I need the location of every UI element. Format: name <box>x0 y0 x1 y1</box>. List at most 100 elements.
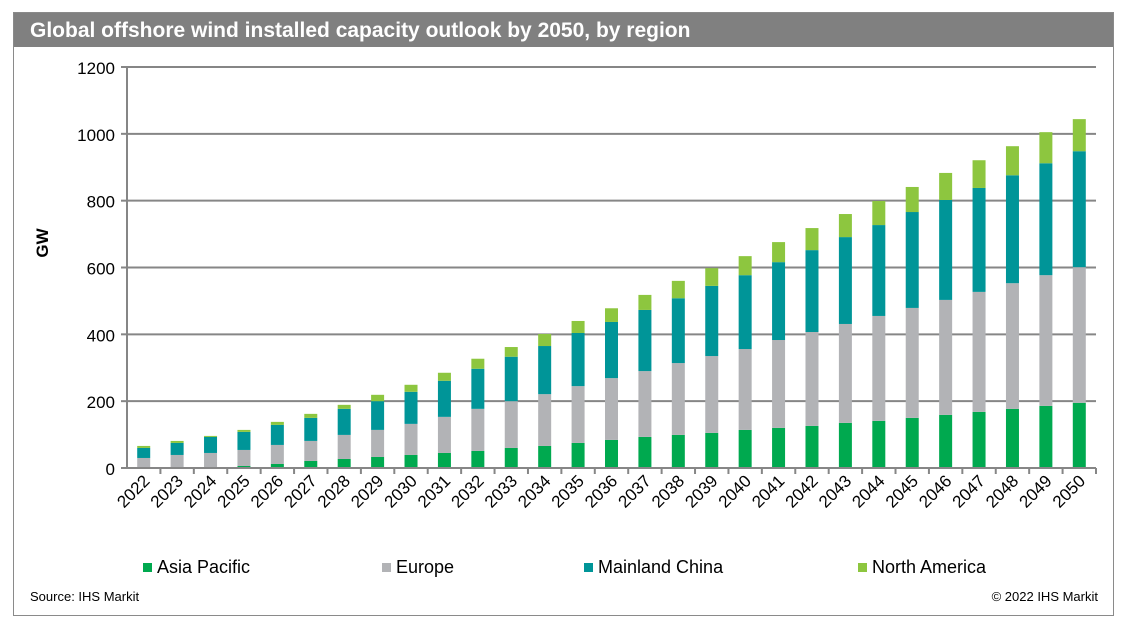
bar-asia-pacific-2036 <box>605 439 618 468</box>
bar-mainland-china-2039 <box>705 285 719 357</box>
x-tick-label: 2048 <box>982 471 1022 511</box>
bar-asia-pacific-2049 <box>1039 405 1053 468</box>
x-tick-label: 2026 <box>247 471 287 511</box>
bar-europe-2038 <box>671 363 685 435</box>
bar-north-america-2029 <box>371 394 385 402</box>
bar-europe-2044 <box>872 315 886 421</box>
bar-north-america-2036 <box>605 308 618 322</box>
legend-item-europe: Europe <box>382 557 454 578</box>
bar-asia-pacific-2043 <box>838 422 852 468</box>
x-tick-label: 2041 <box>748 471 788 511</box>
bar-mainland-china-2027 <box>304 417 318 441</box>
bar-europe-2035 <box>571 386 585 443</box>
bar-north-america-2037 <box>638 294 652 310</box>
bar-mainland-china-2038 <box>671 298 685 364</box>
chart-frame <box>13 12 1114 616</box>
legend-item-north-america: North America <box>858 557 986 578</box>
bar-north-america-2028 <box>337 404 351 409</box>
bar-asia-pacific-2040 <box>738 429 752 468</box>
legend-label: North America <box>872 557 987 577</box>
bar-asia-pacific-2039 <box>705 432 719 468</box>
bar-mainland-china-2035 <box>571 332 585 387</box>
bar-asia-pacific-2030 <box>404 454 418 468</box>
x-tick-label: 2036 <box>581 471 621 511</box>
bar-mainland-china-2023 <box>170 442 184 455</box>
bar-europe-2037 <box>638 371 652 437</box>
bar-north-america-2027 <box>304 413 318 418</box>
bar-europe-2043 <box>838 323 852 423</box>
bar-north-america-2047 <box>972 160 986 188</box>
bar-asia-pacific-2047 <box>972 411 986 468</box>
bar-north-america-2043 <box>838 214 852 238</box>
bar-europe-2029 <box>371 429 385 457</box>
y-tick-label: 1000 <box>77 126 115 145</box>
bar-north-america-2034 <box>538 333 552 347</box>
x-tick-label: 2034 <box>514 471 554 511</box>
bar-asia-pacific-2037 <box>638 436 652 468</box>
x-tick-label: 2043 <box>815 471 855 511</box>
bar-europe-2023 <box>170 454 184 468</box>
bar-mainland-china-2044 <box>872 225 886 316</box>
x-tick-label: 2029 <box>347 471 387 511</box>
y-tick-label: 200 <box>87 393 115 412</box>
bar-mainland-china-2048 <box>1005 175 1019 284</box>
bar-mainland-china-2022 <box>137 447 151 458</box>
bar-europe-2048 <box>1005 283 1019 409</box>
legend-swatch <box>858 563 867 572</box>
bar-mainland-china-2046 <box>939 199 953 300</box>
bar-europe-2040 <box>738 349 752 430</box>
x-tick-label: 2035 <box>548 471 588 511</box>
bar-asia-pacific-2028 <box>337 458 351 468</box>
bar-asia-pacific-2034 <box>538 445 552 468</box>
bar-europe-2042 <box>805 331 819 426</box>
x-tick-label: 2033 <box>481 471 521 511</box>
bar-mainland-china-2043 <box>838 237 852 324</box>
bar-mainland-china-2025 <box>237 431 251 450</box>
bar-europe-2027 <box>304 440 318 461</box>
legend-swatch <box>584 563 593 572</box>
y-tick-label: 0 <box>106 460 115 479</box>
x-tick-label: 2050 <box>1049 471 1089 511</box>
x-tick-label: 2042 <box>782 471 822 511</box>
bar-asia-pacific-2027 <box>304 460 318 468</box>
legend-item-asia-pacific: Asia Pacific <box>143 557 250 578</box>
bar-mainland-china-2024 <box>204 436 218 453</box>
bar-europe-2026 <box>270 444 284 464</box>
x-tick-label: 2030 <box>381 471 421 511</box>
x-tick-label: 2025 <box>214 471 254 511</box>
x-tick-label: 2031 <box>414 471 454 511</box>
bar-asia-pacific-2041 <box>772 427 786 468</box>
bar-north-america-2032 <box>471 358 485 369</box>
bar-europe-2039 <box>705 356 719 433</box>
bar-europe-2028 <box>337 434 351 459</box>
legend-label: Mainland China <box>598 557 724 577</box>
bar-north-america-2042 <box>805 228 819 251</box>
x-tick-label: 2040 <box>715 471 755 511</box>
x-tick-label: 2032 <box>447 471 487 511</box>
x-tick-label: 2046 <box>915 471 955 511</box>
bar-north-america-2039 <box>705 268 719 286</box>
legend-item-mainland-china: Mainland China <box>584 557 723 578</box>
bar-mainland-china-2045 <box>905 212 919 308</box>
bar-asia-pacific-2050 <box>1072 402 1086 468</box>
source-note: Source: IHS Markit <box>30 589 140 604</box>
bar-north-america-2040 <box>738 256 752 276</box>
legend-swatch <box>143 563 152 572</box>
bar-europe-2032 <box>471 408 485 451</box>
bar-mainland-china-2034 <box>538 346 552 395</box>
bar-asia-pacific-2046 <box>939 414 953 468</box>
bar-europe-2036 <box>605 378 618 440</box>
bar-mainland-china-2050 <box>1072 151 1086 268</box>
bar-north-america-2026 <box>270 421 284 425</box>
bar-europe-2033 <box>504 401 518 448</box>
bar-asia-pacific-2045 <box>905 417 919 468</box>
bar-europe-2030 <box>404 423 418 455</box>
bar-europe-2041 <box>772 340 786 428</box>
x-tick-label: 2047 <box>949 471 989 511</box>
bar-mainland-china-2026 <box>270 424 284 445</box>
bar-north-america-2045 <box>905 186 919 213</box>
y-tick-label: 1200 <box>77 59 115 78</box>
legend-label: Europe <box>396 557 455 577</box>
bar-asia-pacific-2038 <box>671 434 685 468</box>
bars <box>137 119 1086 468</box>
